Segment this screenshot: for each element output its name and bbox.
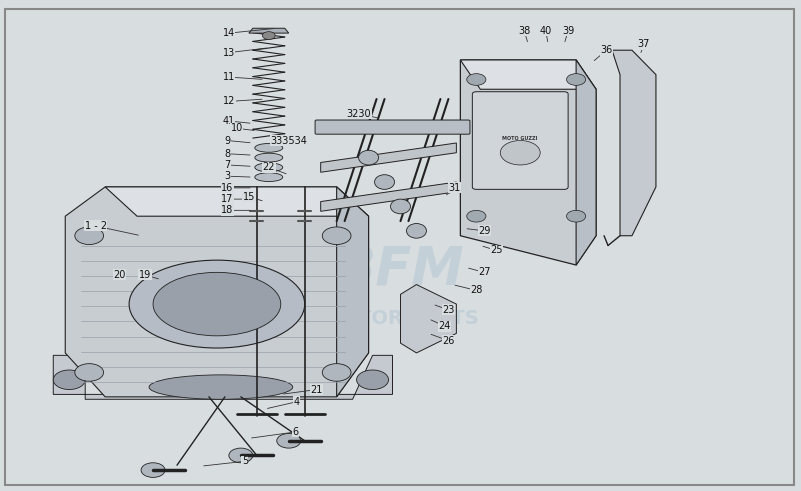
Polygon shape <box>612 50 656 236</box>
Text: 27: 27 <box>478 268 490 277</box>
Circle shape <box>74 227 103 245</box>
Text: 25: 25 <box>490 246 502 255</box>
Text: 8: 8 <box>224 149 231 159</box>
Text: 17: 17 <box>221 194 233 204</box>
FancyBboxPatch shape <box>315 120 470 134</box>
Ellipse shape <box>153 273 281 336</box>
Text: 18: 18 <box>221 205 233 216</box>
Text: 19: 19 <box>139 270 151 280</box>
Text: 333534: 333534 <box>270 136 308 145</box>
Polygon shape <box>400 285 457 353</box>
Circle shape <box>566 210 586 222</box>
Text: 23: 23 <box>442 305 455 315</box>
Text: 6: 6 <box>292 427 298 437</box>
Text: 3230: 3230 <box>347 109 372 119</box>
Text: 3: 3 <box>224 171 231 181</box>
Circle shape <box>74 364 103 381</box>
Ellipse shape <box>149 375 292 399</box>
Ellipse shape <box>375 175 395 190</box>
Circle shape <box>229 448 253 463</box>
Text: 37: 37 <box>638 39 650 50</box>
Circle shape <box>322 364 351 381</box>
Ellipse shape <box>255 153 283 162</box>
Polygon shape <box>54 355 392 399</box>
Text: BFM: BFM <box>336 244 465 296</box>
Text: MOTO GUZZI: MOTO GUZZI <box>502 136 538 140</box>
Circle shape <box>141 463 165 477</box>
Text: 22: 22 <box>263 163 275 172</box>
Text: 40: 40 <box>540 26 552 36</box>
Text: 29: 29 <box>478 226 490 236</box>
Polygon shape <box>320 143 457 172</box>
Text: 9: 9 <box>224 136 231 145</box>
Text: 16: 16 <box>221 183 233 193</box>
Polygon shape <box>249 28 288 33</box>
Ellipse shape <box>359 150 379 165</box>
Text: 26: 26 <box>442 336 455 346</box>
Text: 41: 41 <box>223 116 235 126</box>
Polygon shape <box>105 187 368 216</box>
Circle shape <box>277 434 300 448</box>
Polygon shape <box>576 60 596 265</box>
Text: 15: 15 <box>243 191 255 202</box>
Text: 36: 36 <box>600 45 613 55</box>
Text: 28: 28 <box>470 285 482 296</box>
Circle shape <box>263 31 276 39</box>
Text: 11: 11 <box>223 72 235 82</box>
Circle shape <box>54 370 85 389</box>
Polygon shape <box>336 187 368 397</box>
Circle shape <box>467 74 486 85</box>
Text: 20: 20 <box>113 270 126 280</box>
FancyBboxPatch shape <box>473 92 568 190</box>
Text: 1 - 2: 1 - 2 <box>85 221 107 231</box>
Text: 38: 38 <box>518 26 530 36</box>
Polygon shape <box>320 182 457 211</box>
Text: 13: 13 <box>223 48 235 57</box>
Text: MOTOR PARTS: MOTOR PARTS <box>322 309 479 328</box>
Text: 14: 14 <box>223 28 235 38</box>
Polygon shape <box>461 60 596 89</box>
Text: 4: 4 <box>294 397 300 407</box>
Circle shape <box>566 74 586 85</box>
Polygon shape <box>461 60 596 265</box>
Circle shape <box>356 370 388 389</box>
Circle shape <box>467 210 486 222</box>
Ellipse shape <box>255 143 283 152</box>
Ellipse shape <box>406 223 426 238</box>
Text: 7: 7 <box>224 160 231 170</box>
Circle shape <box>501 140 540 165</box>
Text: 5: 5 <box>242 456 248 466</box>
Ellipse shape <box>391 199 410 214</box>
Ellipse shape <box>255 173 283 182</box>
Text: 24: 24 <box>438 321 451 331</box>
Ellipse shape <box>255 163 283 172</box>
Text: 10: 10 <box>231 123 243 134</box>
Polygon shape <box>65 187 368 397</box>
Text: 39: 39 <box>562 26 574 36</box>
Circle shape <box>322 227 351 245</box>
Text: 12: 12 <box>223 96 235 107</box>
Text: 31: 31 <box>449 183 461 193</box>
Text: 21: 21 <box>311 384 323 395</box>
Ellipse shape <box>129 260 304 348</box>
